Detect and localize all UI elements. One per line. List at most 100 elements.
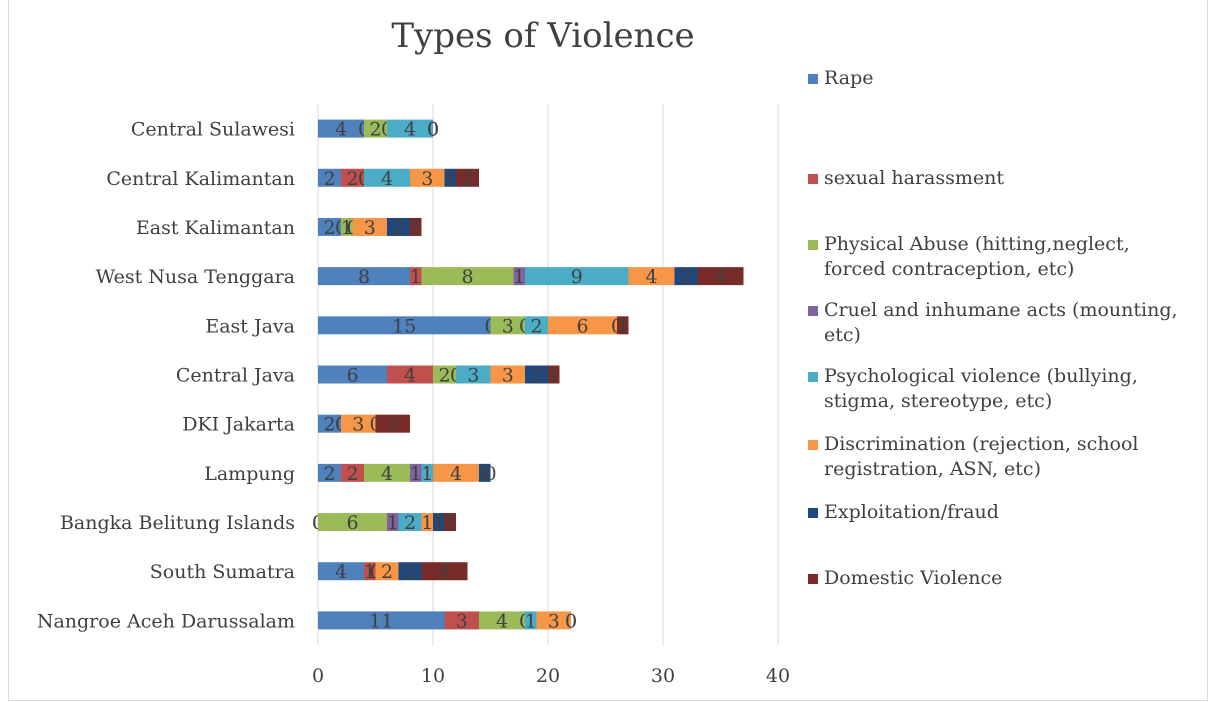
data-label: 0 <box>427 119 439 141</box>
legend-swatch <box>808 240 818 250</box>
data-label: 1 <box>387 512 399 534</box>
data-label: 8 <box>461 266 473 288</box>
bar-segment <box>318 365 387 384</box>
bar-segment <box>387 365 433 384</box>
data-label: 2 <box>381 561 393 583</box>
bar-segment <box>341 414 376 433</box>
bar-segment <box>536 611 571 630</box>
data-label: 3 <box>467 365 479 387</box>
data-label: 1 <box>421 463 433 485</box>
bar-segment <box>697 267 744 286</box>
bar-segment <box>318 267 410 286</box>
bar-segment <box>410 168 445 187</box>
category-label: East Java <box>205 315 295 337</box>
legend-label: Cruel and inhumane acts (mounting, etc) <box>824 299 1178 346</box>
chart-legend: Rape sexual harassment Physical Abuse (hit… <box>808 0 1200 701</box>
bar-segment <box>421 513 433 532</box>
data-label: 3 <box>352 414 364 436</box>
bar-segment <box>410 463 422 482</box>
data-label: 1 <box>433 512 445 534</box>
legend-label: Domestic Violence <box>824 567 1003 589</box>
legend-swatch <box>808 508 818 518</box>
data-label: 3 <box>502 365 514 387</box>
bar-segment <box>398 562 422 581</box>
bar-segment <box>375 562 399 581</box>
data-label: 2 <box>323 414 335 436</box>
bar-segment <box>375 414 410 433</box>
data-label: 2 <box>323 168 335 190</box>
data-label: 2 <box>680 266 692 288</box>
data-label: 1 <box>525 610 537 632</box>
legend-swatch <box>808 372 818 382</box>
data-label: 4 <box>381 463 393 485</box>
data-label: 4 <box>496 610 508 632</box>
bar-segment <box>479 463 491 482</box>
data-label: 0 <box>484 463 496 485</box>
legend-item: Rape <box>808 66 1194 91</box>
x-tick-label: 10 <box>421 665 445 687</box>
bar-segment <box>444 611 479 630</box>
data-label: 4 <box>381 168 393 190</box>
bar-segment <box>410 267 422 286</box>
data-label: 3 <box>456 610 468 632</box>
bar-segment <box>341 463 364 482</box>
legend-swatch <box>808 74 818 84</box>
data-label: 0 <box>565 610 577 632</box>
legend-swatch <box>808 306 818 316</box>
bar-segment <box>318 168 341 187</box>
legend-label: Discrimination (rejection, school regist… <box>824 433 1139 480</box>
bar-segment <box>318 119 364 138</box>
data-label: 15 <box>392 315 416 337</box>
data-label: 3 <box>387 414 399 436</box>
bar-segment <box>421 463 433 482</box>
bar-segment <box>318 513 387 532</box>
data-label: 1 <box>444 168 456 190</box>
data-label: 1 <box>410 266 422 288</box>
bar-segment <box>617 316 629 335</box>
data-label: 2 <box>346 463 358 485</box>
data-label: 2 <box>530 315 542 337</box>
data-label: 2 <box>461 168 473 190</box>
category-label: Nangroe Aceh Darussalam <box>37 610 295 632</box>
legend-label: Physical Abuse (hitting,neglect, forced … <box>824 233 1130 280</box>
bar-segment <box>525 267 629 286</box>
category-label: Lampung <box>204 463 295 485</box>
data-label: 0 <box>427 119 439 141</box>
data-label: 0 <box>565 610 577 632</box>
bar-segment <box>456 168 479 187</box>
data-label: 11 <box>369 610 393 632</box>
legend-item: Domestic Violence <box>808 566 1194 591</box>
bar-segment <box>548 316 617 335</box>
chart-frame <box>8 0 1208 701</box>
legend-item: sexual harassment <box>808 166 1194 191</box>
data-label: 6 <box>576 315 588 337</box>
data-label: 1 <box>410 463 422 485</box>
legend-label: Exploitation/fraud <box>824 501 999 523</box>
legend-item: Discrimination (rejection, school regist… <box>808 432 1194 482</box>
legend-item: Psychological violence (bullying, stigma… <box>808 364 1194 414</box>
data-label: 1 <box>548 365 560 387</box>
data-label: 4 <box>714 266 726 288</box>
data-label: 1 <box>444 512 456 534</box>
bar-segment <box>318 217 341 236</box>
data-label: 1 <box>513 266 525 288</box>
category-label: East Kalimantan <box>136 217 295 239</box>
bar-segment <box>525 365 548 384</box>
data-label: 2 <box>323 463 335 485</box>
bar-segment <box>513 267 525 286</box>
data-label: 6 <box>346 365 358 387</box>
bar-segment <box>433 365 456 384</box>
legend-swatch <box>808 174 818 184</box>
data-label: 4 <box>335 561 347 583</box>
x-tick-label: 40 <box>766 665 790 687</box>
bar-segment <box>364 119 387 138</box>
data-label: 1 <box>341 217 353 239</box>
x-tick-label: 20 <box>536 665 560 687</box>
legend-item: Physical Abuse (hitting,neglect, forced … <box>808 232 1194 282</box>
bar-segment <box>525 316 548 335</box>
bar-segment <box>387 119 433 138</box>
data-label: 2 <box>404 512 416 534</box>
data-label: 1 <box>410 217 422 239</box>
data-label: 1 <box>364 561 376 583</box>
